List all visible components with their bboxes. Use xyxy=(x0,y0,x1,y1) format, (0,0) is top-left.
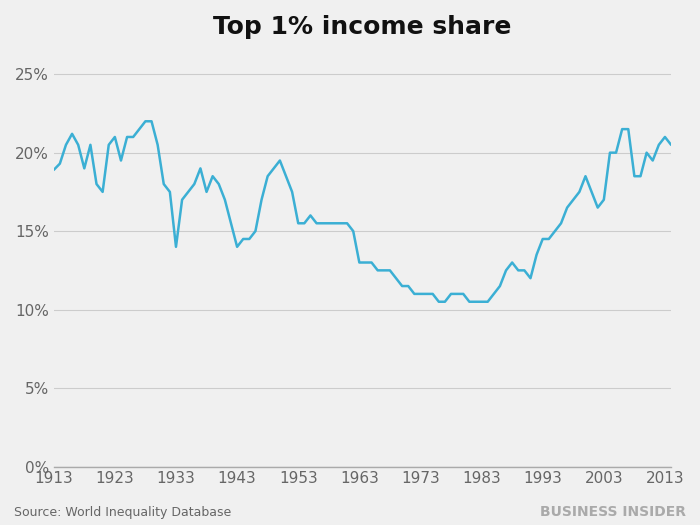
Text: Source: World Inequality Database: Source: World Inequality Database xyxy=(14,506,231,519)
Text: BUSINESS INSIDER: BUSINESS INSIDER xyxy=(540,505,686,519)
Title: Top 1% income share: Top 1% income share xyxy=(214,15,512,39)
